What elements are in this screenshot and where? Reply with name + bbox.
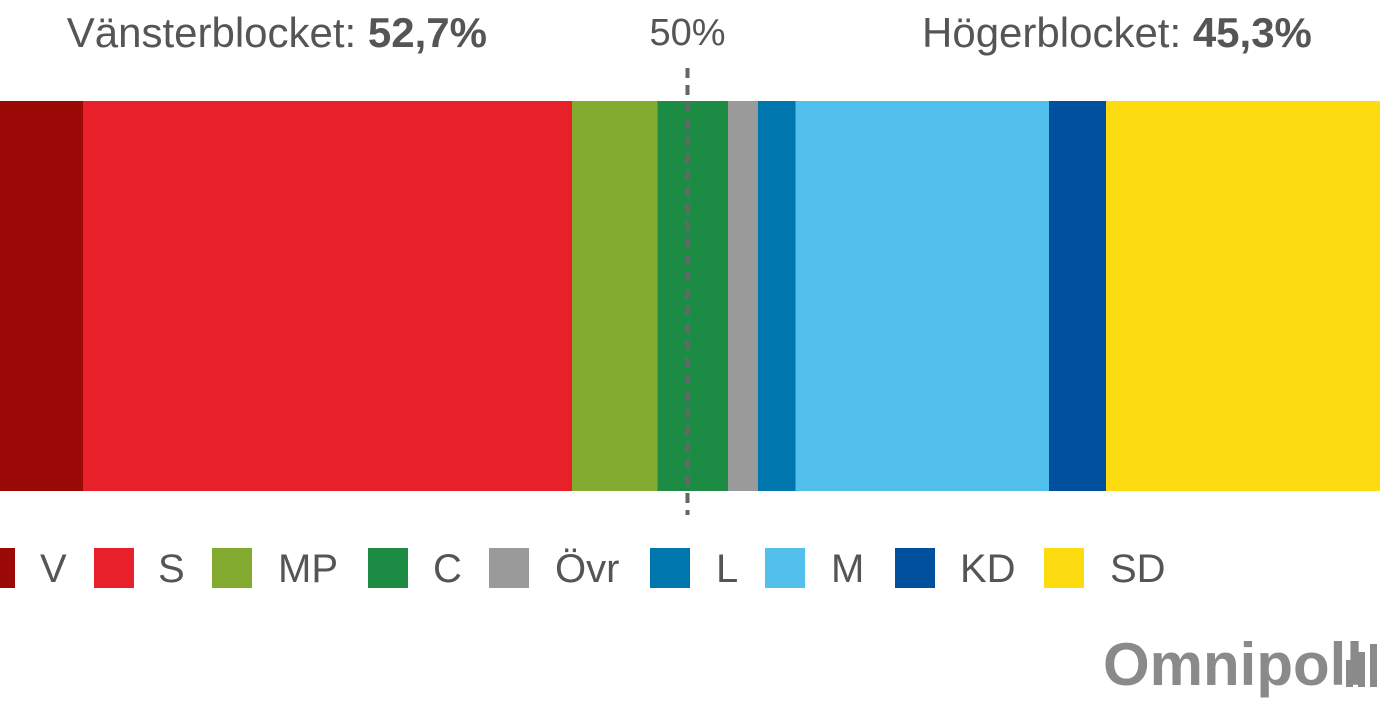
legend-label: C <box>433 547 462 591</box>
legend-label: KD <box>960 547 1016 591</box>
logo-bar <box>1346 660 1353 687</box>
legend-swatch <box>368 548 408 588</box>
left-block-label: Vänsterblocket: 52,7% <box>67 9 487 56</box>
bar-segment <box>0 101 83 491</box>
legend-label: SD <box>1110 547 1166 591</box>
bar-segment <box>795 101 1049 491</box>
legend-swatch <box>1044 548 1084 588</box>
legend-swatch <box>94 548 134 588</box>
legend-label: Övr <box>555 547 619 591</box>
reference-label: 50% <box>649 12 725 54</box>
legend-label: M <box>831 547 864 591</box>
block-total: 45,3% <box>1193 9 1312 56</box>
block-total: 52,7% <box>368 9 487 56</box>
source-logo: Omnipoll <box>1103 631 1363 698</box>
legend-swatch <box>650 548 690 588</box>
legend: V S MP C Övr L M KD SD <box>0 547 1166 591</box>
bar-segment <box>83 101 572 491</box>
legend-swatch <box>0 548 15 588</box>
bar-segment <box>572 101 658 491</box>
reference: 50% <box>649 12 726 515</box>
bar-segment <box>1049 101 1106 491</box>
legend-label: L <box>716 547 738 591</box>
block-name: Högerblocket: <box>922 9 1181 56</box>
legend-label: S <box>158 547 185 591</box>
legend-swatch <box>489 548 529 588</box>
logo-icon <box>1346 644 1377 687</box>
bar-segment <box>657 101 728 491</box>
legend-swatch <box>895 548 935 588</box>
logo-bar <box>1370 644 1377 687</box>
legend-label: V <box>40 547 67 591</box>
bar-group <box>0 101 1380 491</box>
legend-swatch <box>212 548 252 588</box>
block-name: Vänsterblocket: <box>67 9 357 56</box>
bar-segment <box>728 101 758 491</box>
bar-segment <box>758 101 796 491</box>
legend-swatch <box>765 548 805 588</box>
right-block-label: Högerblocket: 45,3% <box>922 9 1312 56</box>
legend-label: MP <box>278 547 338 591</box>
bar-segment <box>1106 101 1380 491</box>
logo-bar <box>1358 652 1365 687</box>
